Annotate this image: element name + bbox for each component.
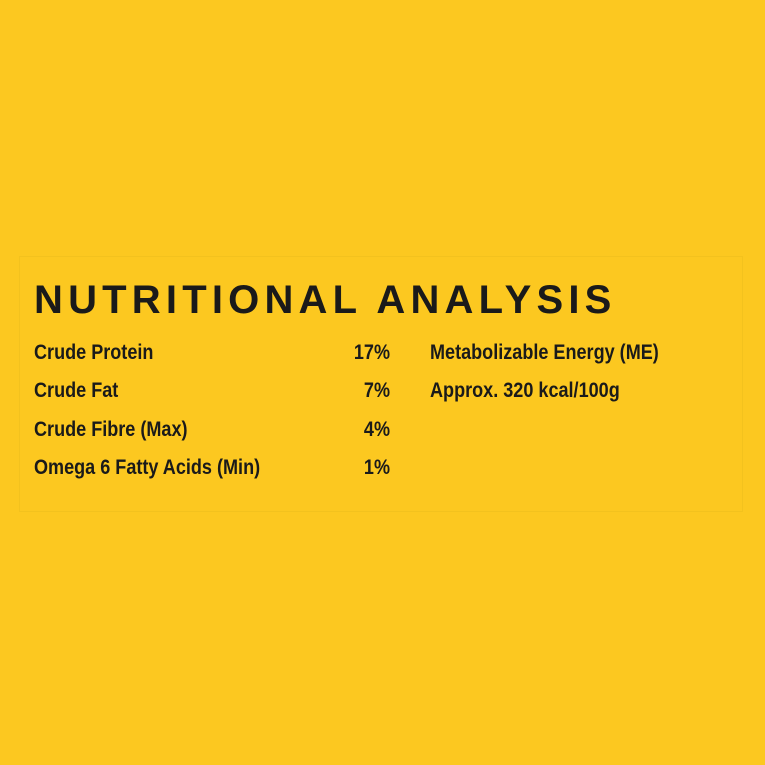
energy-label: Metabolizable Energy (ME) <box>430 341 659 364</box>
amount: 4% <box>363 418 391 441</box>
amount: 1% <box>363 456 391 479</box>
amount: 7% <box>363 379 391 402</box>
nutrient: Crude Fat <box>34 379 119 402</box>
panel <box>19 256 743 512</box>
amount: 17% <box>353 341 391 364</box>
title: NUTRITIONAL ANALYSIS <box>34 278 617 322</box>
nutrient: Crude Fibre (Max) <box>34 418 188 441</box>
nutrient: Omega 6 Fatty Acids (Min) <box>34 456 261 479</box>
energy-value: Approx. 320 kcal/100g <box>430 379 620 402</box>
nutrient: Crude Protein <box>34 341 154 364</box>
